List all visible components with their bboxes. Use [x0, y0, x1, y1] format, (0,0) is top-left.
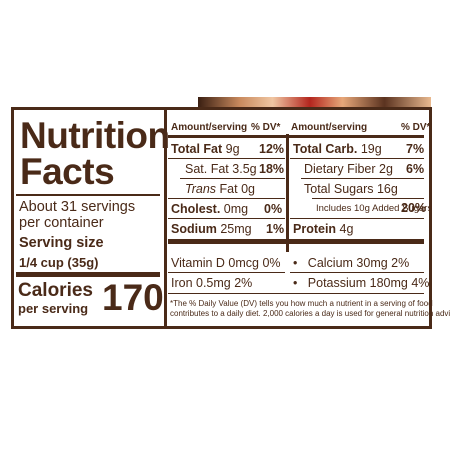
sodium-row: Sodium 25mg — [171, 222, 252, 236]
dv-header-right: % DV* — [401, 122, 431, 133]
row-rule — [168, 198, 285, 199]
nutrient-amount: 0g — [241, 182, 255, 196]
product-photo-strip — [198, 97, 431, 108]
added-sugars-row: Includes 10g Added Sugars — [316, 203, 433, 214]
row-rule — [168, 272, 285, 273]
vitamins-rule — [168, 239, 424, 244]
row-rule — [180, 178, 285, 179]
protein-row: Protein 4g — [293, 222, 353, 236]
nutrient-name: Cholest. — [171, 202, 221, 216]
row-rule — [290, 218, 424, 219]
nutrient-name: Total Sugars — [304, 182, 374, 196]
row-rule — [290, 158, 424, 159]
serving-size-label: Serving size — [19, 235, 104, 251]
calories-value: 170 — [102, 277, 164, 318]
nutrient-name-suffix: Fat — [219, 182, 238, 196]
row-rule — [168, 158, 285, 159]
nutrient-name: Protein — [293, 222, 337, 236]
dietary-fiber-dv: 6% — [406, 162, 425, 176]
title-line1: Nutrition — [20, 115, 170, 156]
nutrient-amount: 25mg — [220, 222, 252, 236]
row-rule — [301, 178, 424, 179]
trans-fat-row: Trans Fat 0g — [185, 182, 255, 196]
nutrient-name: Trans — [185, 182, 217, 196]
amount-header-left: Amount/serving — [171, 122, 248, 133]
dv-header-left: % DV* — [251, 122, 281, 133]
total-carb-dv: 7% — [406, 142, 425, 156]
nutrient-name: Sat. Fat — [185, 162, 229, 176]
nutrient-name: Sodium — [171, 222, 217, 236]
nutrient-name: Total Carb. — [293, 142, 358, 156]
total-fat-dv: 12% — [259, 142, 285, 156]
total-carb-row: Total Carb. 19g — [293, 142, 382, 156]
serving-size-value: 1/4 cup (35g) — [19, 255, 99, 270]
potassium-row: • Potassium 180mg 4% — [293, 276, 430, 290]
nutrient-amount: 16g — [376, 182, 398, 196]
row-rule — [312, 198, 424, 199]
calcium-row: • Calcium 30mg 2% — [293, 256, 410, 270]
total-sugars-row: Total Sugars 16g — [304, 182, 398, 196]
column-divider — [286, 134, 289, 252]
nutrient-amount: 9g — [225, 142, 240, 156]
calcium-text: Calcium 30mg 2% — [307, 256, 410, 270]
footnote-rule — [168, 293, 424, 294]
sodium-dv: 1% — [266, 222, 285, 236]
potassium-text: Potassium 180mg 4% — [307, 276, 430, 290]
rule — [16, 194, 160, 196]
nutrient-amount: 19g — [360, 142, 382, 156]
cholesterol-dv: 0% — [264, 202, 283, 216]
servings-line1: About 31 servings — [19, 199, 136, 215]
total-fat-row: Total Fat 9g — [171, 142, 240, 156]
nutrient-amount: 2g — [379, 162, 393, 176]
thick-rule — [16, 272, 160, 277]
nutrient-name: Total Fat — [171, 142, 223, 156]
nutrient-amount: 3.5g — [232, 162, 257, 176]
iron-row: Iron 0.5mg 2% — [171, 276, 253, 290]
calories-label: Calories — [18, 280, 93, 301]
row-rule — [290, 272, 424, 273]
footnote-line2: contributes to a daily diet. 2,000 calor… — [170, 309, 450, 318]
added-sugars-dv: 20% — [401, 201, 427, 215]
left-panel: Nutrition Facts About 31 servings per co… — [14, 110, 170, 326]
nutrient-name: Dietary Fiber — [304, 162, 376, 176]
servings-line2: per container — [19, 215, 104, 231]
sat-fat-row: Sat. Fat 3.5g — [185, 162, 257, 176]
panel-divider — [164, 110, 167, 326]
vitamin-d-row: Vitamin D 0mcg 0% — [171, 256, 281, 270]
sat-fat-dv: 18% — [259, 162, 285, 176]
dietary-fiber-row: Dietary Fiber 2g — [304, 162, 393, 176]
title-line2: Facts — [20, 151, 115, 192]
row-rule — [168, 218, 285, 219]
per-serving-label: per serving — [18, 301, 89, 316]
cholesterol-row: Cholest. 0mg — [171, 202, 248, 216]
nutrient-amount: 0mg — [223, 202, 249, 216]
amount-header-right: Amount/serving — [291, 122, 368, 133]
nutrition-facts-label: Nutrition Facts About 31 servings per co… — [11, 107, 450, 329]
header-rule — [168, 135, 424, 138]
nutrient-amount: 4g — [339, 222, 354, 236]
footnote-line1: *The % Daily Value (DV) tells you how mu… — [170, 299, 433, 308]
